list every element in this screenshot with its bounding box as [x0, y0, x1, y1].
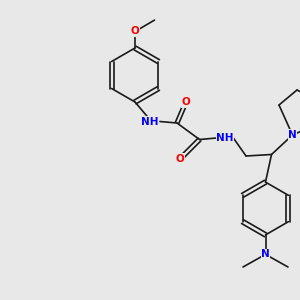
- Text: N: N: [288, 130, 297, 140]
- Text: O: O: [182, 97, 190, 107]
- Text: NH: NH: [141, 116, 159, 127]
- Text: NH: NH: [216, 133, 234, 143]
- Text: N: N: [261, 249, 270, 260]
- Text: O: O: [130, 26, 140, 37]
- Text: O: O: [176, 154, 184, 164]
